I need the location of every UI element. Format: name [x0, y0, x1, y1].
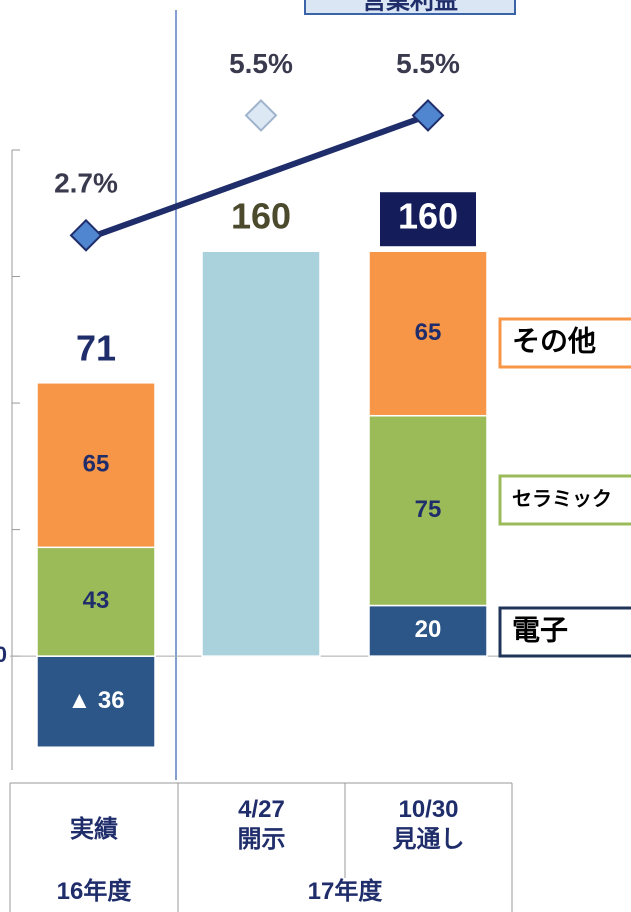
segment-label: 65	[83, 450, 110, 477]
segment-label: 20	[415, 616, 442, 643]
data-label: 2.7%	[54, 168, 118, 199]
segment-label: 75	[415, 496, 442, 523]
bar-segment	[36, 655, 156, 748]
segment-label: 65	[415, 319, 442, 346]
total-label: 71	[76, 327, 116, 368]
segment-label: 43	[83, 587, 110, 614]
diamond-marker	[69, 218, 103, 252]
chart-title: 営業利益	[362, 0, 458, 14]
total-box	[380, 192, 476, 247]
legend-box	[498, 606, 631, 658]
bar-segment	[36, 382, 156, 549]
diamond-marker	[411, 99, 445, 132]
total-label: 160	[398, 196, 458, 237]
data-label: 5.5%	[396, 48, 460, 79]
bar-segment	[36, 546, 156, 657]
title-box	[304, 0, 516, 15]
legend-label: セラミック	[512, 487, 612, 510]
legend-label: その他	[512, 325, 596, 356]
x-category-label: 実績	[70, 816, 118, 843]
legend-box	[498, 474, 631, 526]
bar-segment	[201, 250, 321, 657]
segment-label: ▲ 36	[67, 687, 124, 714]
bar-segment	[368, 414, 488, 607]
y-tick-label: 0	[0, 642, 7, 667]
x-category-label: 4/27 開示	[237, 796, 286, 853]
bar-segment	[368, 604, 488, 657]
group-label: 17年度	[307, 878, 383, 905]
data-label: 5.5%	[229, 48, 293, 79]
total-label: 160	[231, 196, 291, 237]
legend-box	[498, 317, 631, 369]
diamond-marker	[244, 99, 278, 132]
x-category-label: 10/30 見通し	[392, 796, 465, 853]
line	[94, 112, 430, 239]
group-label: 16年度	[56, 878, 132, 905]
bar-segment	[368, 250, 488, 417]
legend-label: 電子	[512, 614, 568, 645]
